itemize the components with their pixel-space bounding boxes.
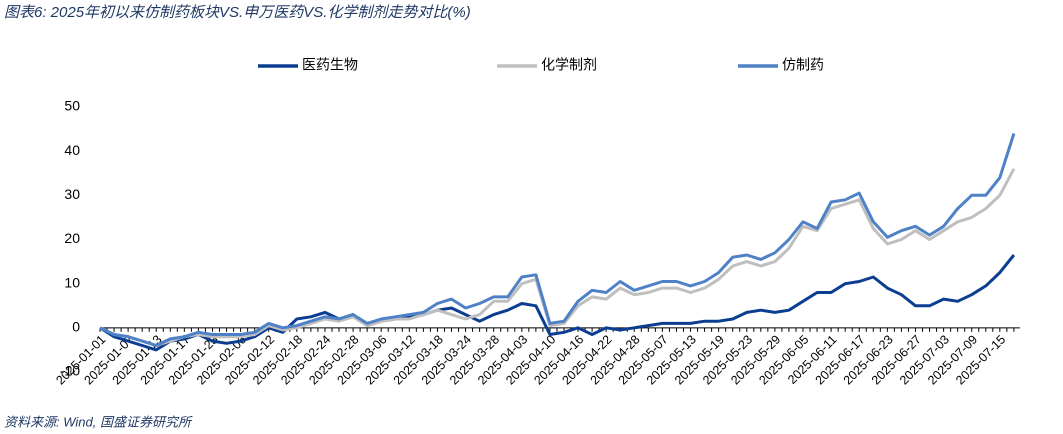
source: 资料来源: Wind, 国盛证券研究所: [4, 414, 193, 429]
y-tick-label: 0: [72, 319, 80, 335]
series-line: [99, 254, 1016, 352]
y-tick-label: 30: [64, 186, 80, 202]
legend-label: 医药生物: [302, 57, 358, 73]
series-line: [99, 168, 1016, 347]
legend-label: 仿制药: [782, 57, 824, 73]
y-tick-label: 10: [64, 274, 80, 290]
y-tick-label: 50: [64, 98, 80, 114]
legend-label: 化学制剂: [541, 57, 597, 73]
series-line: [99, 133, 1016, 347]
chart-title: 图表6: 2025年初以来仿制药板块VS.申万医药VS.化学制剂走势对比(%): [4, 4, 471, 21]
y-tick-label: 40: [64, 142, 80, 158]
y-tick-label: 20: [64, 230, 80, 246]
y-tick-label: -10: [60, 363, 80, 379]
